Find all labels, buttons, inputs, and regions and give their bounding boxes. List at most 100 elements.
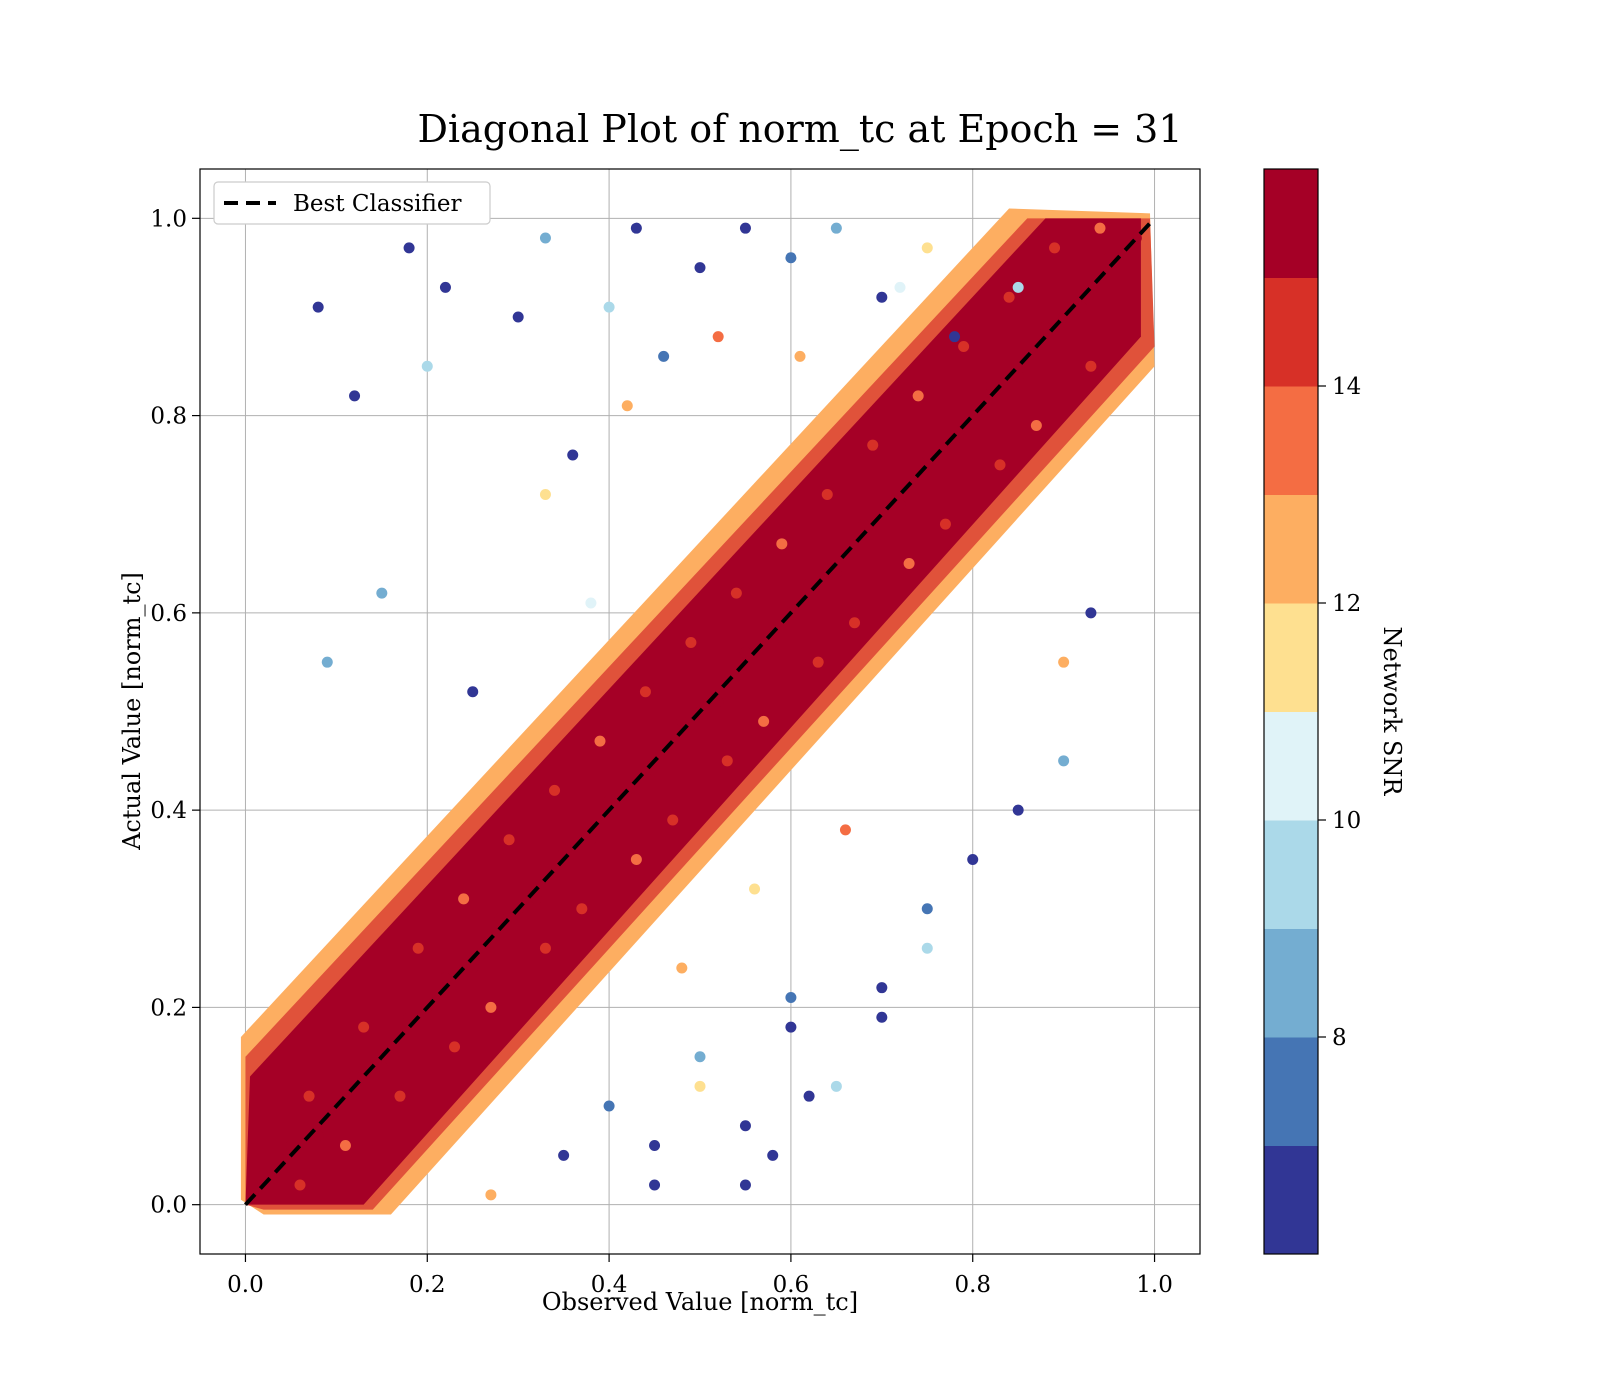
scatter-point bbox=[512, 311, 524, 323]
scatter-point bbox=[394, 1090, 406, 1102]
scatter-point bbox=[658, 350, 670, 362]
scatter-point bbox=[539, 232, 551, 244]
scatter-point bbox=[921, 242, 933, 254]
scatter-point bbox=[721, 755, 733, 767]
scatter-point bbox=[758, 715, 770, 727]
scatter-point bbox=[949, 331, 961, 343]
scatter-point bbox=[1085, 607, 1097, 619]
scatter-point bbox=[530, 893, 542, 905]
y-tick-label: 0.4 bbox=[150, 798, 187, 824]
scatter-point bbox=[667, 814, 679, 826]
scatter-point bbox=[376, 1061, 388, 1073]
scatter-point bbox=[403, 242, 415, 254]
scatter-point bbox=[458, 893, 470, 905]
scatter-point bbox=[539, 489, 551, 500]
band-core bbox=[245, 218, 1141, 1205]
scatter-point bbox=[412, 942, 424, 954]
scatter-point bbox=[539, 942, 551, 954]
scatter-point bbox=[676, 962, 688, 974]
scatter-point bbox=[485, 1189, 497, 1201]
colorbar-tick-label: 10 bbox=[1332, 808, 1361, 834]
scatter-point bbox=[803, 1090, 815, 1102]
scatter-point bbox=[676, 715, 688, 727]
scatter-point bbox=[1076, 301, 1088, 313]
scatter-point bbox=[467, 962, 479, 974]
scatter-point bbox=[1058, 656, 1070, 668]
scatter-point bbox=[1039, 321, 1051, 333]
scatter-point bbox=[621, 400, 633, 412]
scatter-point bbox=[576, 903, 588, 915]
scatter-point bbox=[485, 1001, 497, 1013]
scatter-point bbox=[894, 498, 906, 510]
scatter-point bbox=[330, 1090, 342, 1102]
colorbar-frame bbox=[1263, 168, 1319, 1255]
scatter-point bbox=[867, 439, 879, 451]
chart-title: Diagonal Plot of norm_tc at Epoch = 31 bbox=[417, 107, 1182, 152]
scatter-point bbox=[785, 1021, 797, 1033]
y-tick-label: 0.2 bbox=[150, 995, 187, 1021]
y-tick-label: 0.0 bbox=[150, 1193, 187, 1219]
scatter-point bbox=[1094, 222, 1106, 234]
scatter-point bbox=[649, 1179, 661, 1191]
colorbar bbox=[1263, 168, 1319, 1255]
x-tick-label: 0.2 bbox=[409, 1272, 446, 1298]
scatter-point bbox=[876, 1011, 888, 1023]
scatter-point bbox=[294, 1179, 306, 1191]
x-axis-label: Observed Value [norm_tc] bbox=[542, 1288, 858, 1316]
scatter-point bbox=[958, 341, 970, 353]
scatter-point bbox=[830, 567, 842, 579]
scatter-point bbox=[303, 1090, 315, 1102]
scatter-point bbox=[312, 301, 324, 313]
scatter-point bbox=[767, 1149, 779, 1161]
scatter-point bbox=[1058, 755, 1070, 767]
scatter-point bbox=[312, 1130, 324, 1142]
x-tick-label: 0.8 bbox=[954, 1272, 991, 1298]
scatter-point bbox=[585, 834, 597, 846]
scatter-point bbox=[912, 390, 924, 402]
scatter-point bbox=[921, 942, 933, 954]
scatter-point bbox=[776, 538, 788, 550]
scatter-point bbox=[439, 972, 451, 984]
x-tick-label: 0.4 bbox=[591, 1272, 628, 1298]
scatter-point bbox=[1030, 419, 1042, 431]
scatter-point bbox=[876, 982, 888, 994]
scatter-point bbox=[585, 597, 597, 609]
scatter-point bbox=[803, 577, 815, 589]
scatter-point bbox=[1012, 370, 1024, 382]
colorbar-tick-label: 8 bbox=[1332, 1025, 1347, 1051]
scatter-point bbox=[694, 1051, 706, 1063]
scatter-point bbox=[467, 686, 479, 698]
scatter-point bbox=[649, 765, 661, 777]
colorbar-ticks: 8 10 12 14 bbox=[1318, 374, 1361, 1051]
scatter-point bbox=[503, 834, 515, 846]
scatter-point bbox=[921, 449, 933, 461]
scatter-point bbox=[339, 1140, 351, 1151]
scatter-point bbox=[694, 262, 706, 274]
legend-label: Best Classifier bbox=[293, 191, 461, 217]
colorbar-segment bbox=[1264, 1145, 1318, 1255]
scatter-point bbox=[285, 1140, 297, 1151]
scatter-point bbox=[739, 222, 751, 234]
x-tick-label: 0.6 bbox=[773, 1272, 810, 1298]
colorbar-segment bbox=[1264, 711, 1318, 821]
scatter-point bbox=[767, 636, 779, 648]
legend-box bbox=[213, 181, 491, 225]
scatter-point bbox=[694, 1080, 706, 1092]
scatter-point bbox=[730, 587, 742, 599]
scatter-point bbox=[967, 853, 979, 865]
scatter-point bbox=[630, 222, 642, 234]
scatter-point bbox=[830, 1080, 842, 1092]
y-tick-label: 0.6 bbox=[150, 601, 187, 627]
scatter-point bbox=[376, 587, 388, 599]
scatter-point bbox=[812, 656, 824, 668]
y-tick-label: 1.0 bbox=[150, 206, 187, 232]
colorbar-segment bbox=[1264, 603, 1318, 712]
scatter-point bbox=[603, 794, 615, 806]
colorbar-segment bbox=[1264, 386, 1318, 495]
scatter-point bbox=[1012, 804, 1024, 816]
scatter-point bbox=[1003, 291, 1015, 303]
scatter-point bbox=[321, 656, 333, 668]
scatter-point bbox=[739, 1120, 751, 1132]
scatter-point bbox=[749, 883, 761, 895]
scatter-point bbox=[785, 992, 797, 1004]
